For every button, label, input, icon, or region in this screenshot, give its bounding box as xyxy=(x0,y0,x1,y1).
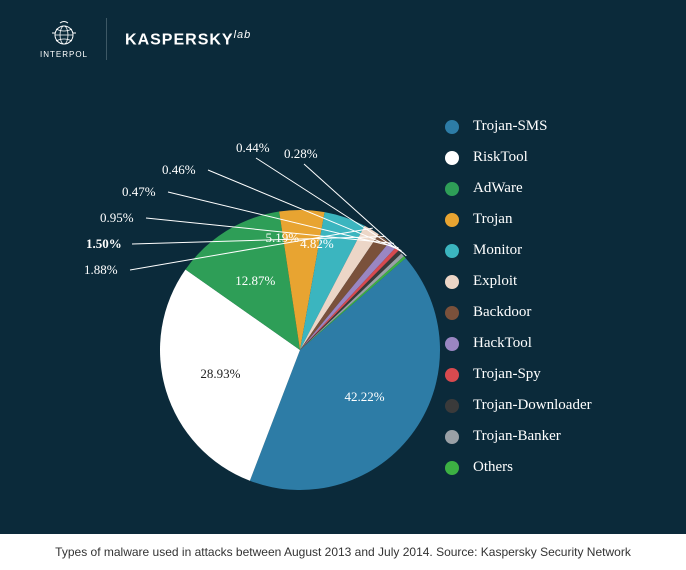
legend-item: Monitor xyxy=(445,242,592,259)
slice-label: 1.50% xyxy=(86,236,122,252)
legend-label: Trojan-SMS xyxy=(473,118,547,135)
logo-divider xyxy=(106,18,107,60)
slice-label: 4.82% xyxy=(300,236,334,252)
legend-swatch xyxy=(445,213,459,227)
legend-item: Exploit xyxy=(445,273,592,290)
legend-swatch xyxy=(445,430,459,444)
legend-item: Backdoor xyxy=(445,304,592,321)
legend-label: Trojan-Downloader xyxy=(473,397,592,414)
slice-label: 12.87% xyxy=(235,273,275,289)
slice-label: 0.47% xyxy=(122,184,156,200)
legend-label: HackTool xyxy=(473,335,532,352)
legend-item: Trojan xyxy=(445,211,592,228)
interpol-label: INTERPOL xyxy=(40,50,88,59)
kaspersky-logo: KASPERSKYlab xyxy=(125,29,251,49)
legend-label: RiskTool xyxy=(473,149,528,166)
pie-chart: 42.22%28.93%12.87%5.19%4.82%1.88%1.50%0.… xyxy=(90,140,410,460)
legend-swatch xyxy=(445,120,459,134)
legend-swatch xyxy=(445,368,459,382)
legend-item: HackTool xyxy=(445,335,592,352)
legend-swatch xyxy=(445,275,459,289)
interpol-globe-icon xyxy=(49,20,79,48)
legend: Trojan-SMS RiskTool AdWare Trojan Monitor Exp… xyxy=(445,118,592,476)
kaspersky-label: KASPERSKY xyxy=(125,31,234,48)
legend-item: Others xyxy=(445,459,592,476)
legend-label: Trojan-Spy xyxy=(473,366,541,383)
kaspersky-suffix: lab xyxy=(234,29,252,41)
legend-label: Backdoor xyxy=(473,304,531,321)
chart-area: INTERPOL KASPERSKYlab 42.22% 28.93% 12.87%… xyxy=(0,0,686,534)
legend-swatch xyxy=(445,182,459,196)
legend-swatch xyxy=(445,306,459,320)
interpol-logo: INTERPOL xyxy=(40,20,88,59)
legend-item: RiskTool xyxy=(445,149,592,166)
legend-label: AdWare xyxy=(473,180,523,197)
legend-label: Others xyxy=(473,459,513,476)
slice-label: 5.19% xyxy=(266,230,300,246)
legend-swatch xyxy=(445,399,459,413)
legend-swatch xyxy=(445,244,459,258)
legend-swatch xyxy=(445,461,459,475)
caption: Types of malware used in attacks between… xyxy=(0,534,686,570)
legend-item: Trojan-Banker xyxy=(445,428,592,445)
slice-label: 0.28% xyxy=(284,146,318,162)
legend-label: Exploit xyxy=(473,273,517,290)
legend-swatch xyxy=(445,337,459,351)
slice-label: 0.95% xyxy=(100,210,134,226)
slice-label: 42.22% xyxy=(345,389,385,405)
legend-swatch xyxy=(445,151,459,165)
slice-label: 28.93% xyxy=(200,366,240,382)
legend-item: AdWare xyxy=(445,180,592,197)
caption-text: Types of malware used in attacks between… xyxy=(55,545,631,559)
legend-item: Trojan-SMS xyxy=(445,118,592,135)
legend-label: Monitor xyxy=(473,242,522,259)
slice-label: 0.46% xyxy=(162,162,196,178)
legend-label: Trojan xyxy=(473,211,512,228)
slice-label: 0.44% xyxy=(236,140,270,156)
slice-label: 1.88% xyxy=(84,262,118,278)
legend-label: Trojan-Banker xyxy=(473,428,561,445)
logo-block: INTERPOL KASPERSKYlab xyxy=(40,18,251,60)
legend-item: Trojan-Spy xyxy=(445,366,592,383)
legend-item: Trojan-Downloader xyxy=(445,397,592,414)
